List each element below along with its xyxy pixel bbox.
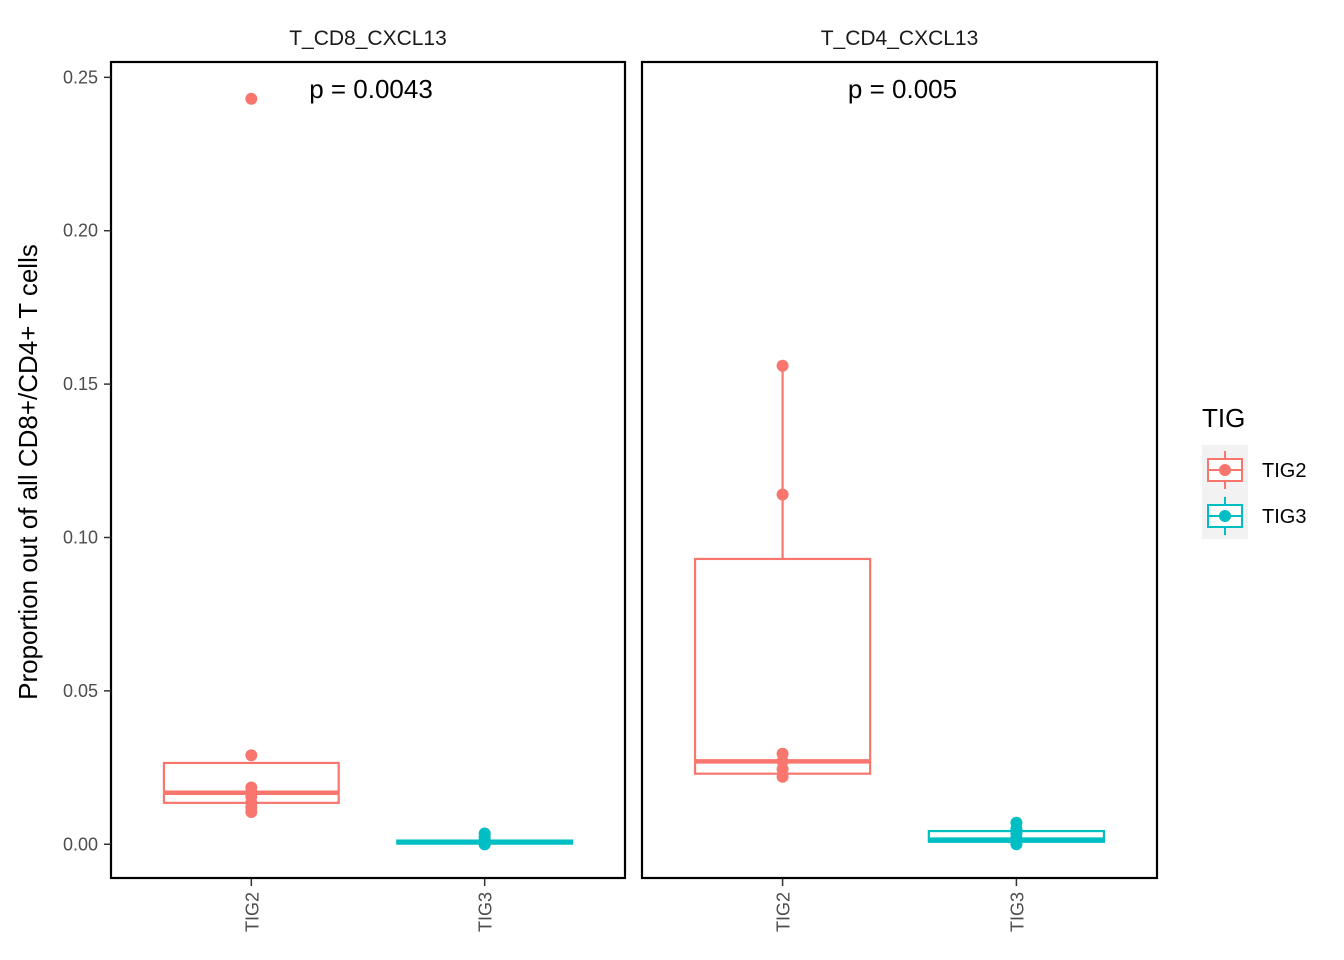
x-tick-label: TIG2: [242, 892, 262, 932]
legend-key-tig3: TIG3: [1207, 497, 1306, 535]
y-tick-label: 0.05: [63, 681, 98, 701]
y-tick-label: 0.25: [63, 67, 98, 87]
data-point: [776, 359, 789, 372]
box-tig3: [396, 827, 574, 851]
y-tick-label: 0.15: [63, 374, 98, 394]
panel-title: T_CD4_CXCL13: [821, 27, 979, 50]
x-tick-label: TIG3: [476, 892, 496, 932]
data-point: [776, 770, 789, 783]
panel-border: [640, 60, 1159, 880]
data-point: [1010, 838, 1023, 851]
y-axis-title: Proportion out of all CD8+/CD4+ T cells: [13, 244, 43, 700]
legend-title: TIG: [1202, 403, 1245, 433]
data-point: [478, 838, 491, 851]
y-tick-label: 0.10: [63, 527, 98, 547]
y-axis: 0.00 0.05 0.10 0.15 0.20 0.25: [63, 67, 111, 854]
legend-key-point: [1219, 464, 1231, 476]
legend-key-tig2: TIG2: [1207, 451, 1306, 489]
legend-key-point: [1219, 510, 1231, 522]
legend: TIG TIG2 TIG3: [1202, 403, 1306, 539]
x-tick-label: TIG2: [774, 892, 794, 932]
box-tig2: [693, 359, 872, 783]
p-value-annotation: p = 0.005: [848, 74, 957, 104]
data-point: [245, 92, 258, 105]
panel-title: T_CD8_CXCL13: [289, 27, 447, 50]
data-point: [245, 806, 258, 819]
legend-label: TIG3: [1262, 506, 1306, 528]
box-tig2: [162, 92, 340, 819]
data-point: [245, 749, 258, 762]
x-tick-label: TIG3: [1007, 892, 1027, 932]
box-tig3: [927, 816, 1106, 851]
p-value-annotation: p = 0.0043: [309, 74, 433, 104]
legend-label: TIG2: [1262, 460, 1306, 482]
y-tick-label: 0.20: [63, 221, 98, 241]
panel-border: [109, 60, 627, 880]
box-iqr: [693, 557, 872, 775]
y-tick-label: 0.00: [63, 834, 98, 854]
data-point: [776, 488, 789, 501]
